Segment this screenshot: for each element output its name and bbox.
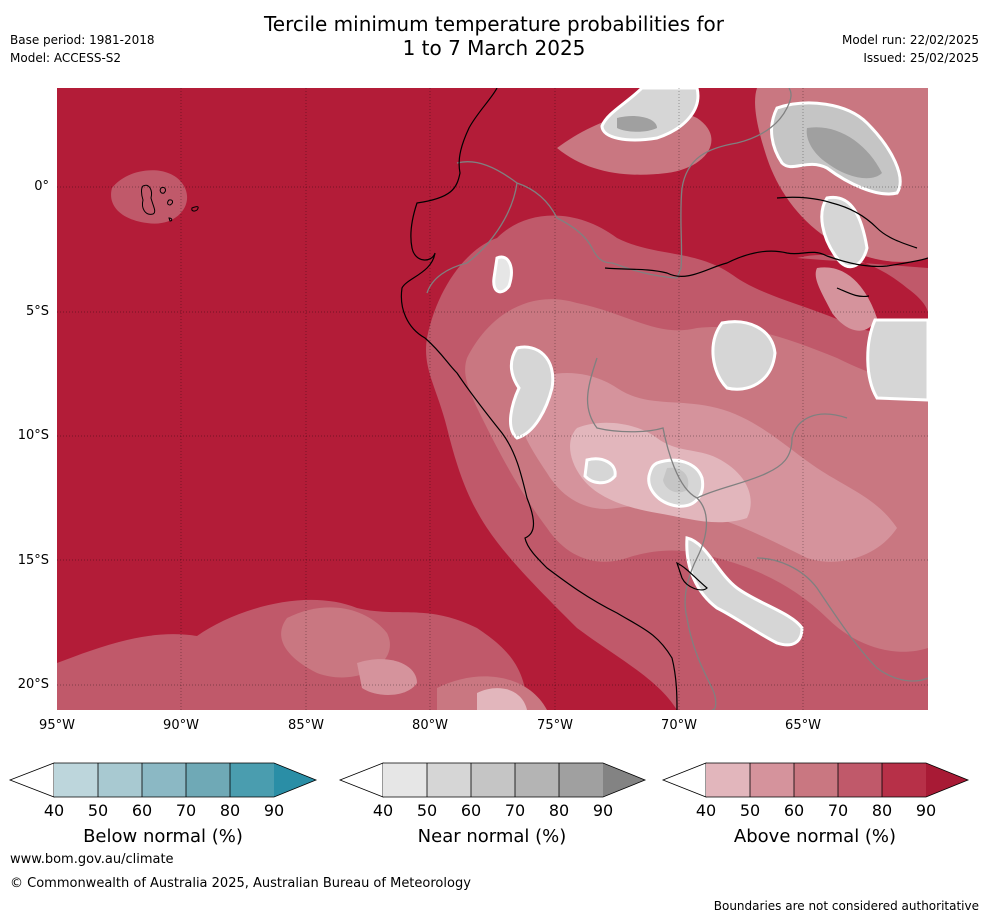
boundary-disclaimer: Boundaries are not considered authoritat… (713, 899, 979, 913)
cb-near-title: Near normal (%) (417, 826, 567, 847)
cb-below-swatch-80 (230, 763, 274, 797)
issued-date: Issued: 25/02/2025 (863, 51, 979, 65)
cb-below-swatch-60 (142, 763, 186, 797)
cb-above-swatch-70 (838, 763, 882, 797)
lon-label-95w: 95°W (39, 718, 75, 733)
cb-above-tick-50: 50 (739, 801, 761, 820)
lon-label-90w: 90°W (163, 718, 199, 733)
cb-above-tick-80: 80 (871, 801, 893, 820)
lat-label-10s: 10°S (17, 428, 49, 443)
probability-contours (57, 88, 928, 710)
lat-label-20s: 20°S (17, 677, 49, 692)
colorbar-below-normal (8, 762, 318, 798)
cb-below-tick-80: 80 (219, 801, 241, 820)
cb-near-tick-90: 90 (592, 801, 614, 820)
lat-label-0: 0° (34, 179, 49, 194)
lat-label-15s: 15°S (17, 553, 49, 568)
cb-above-tick-60: 60 (783, 801, 805, 820)
cb-above-swatch-80 (882, 763, 926, 797)
cb-near-swatch-80 (559, 763, 603, 797)
galapagos-islands (141, 184, 199, 222)
cb-near-swatch-70 (515, 763, 559, 797)
cb-above-swatch-50 (750, 763, 794, 797)
cb-below-tick-90: 90 (263, 801, 285, 820)
title-line-1: Tercile minimum temperature probabilitie… (263, 12, 725, 36)
lon-label-65w: 65°W (785, 718, 821, 733)
cb-near-swatch-60 (471, 763, 515, 797)
lon-label-75w: 75°W (537, 718, 573, 733)
cb-above-lower-extend (661, 762, 707, 798)
coastline (400, 88, 928, 710)
cb-below-swatch-50 (98, 763, 142, 797)
cb-near-lower-extend (338, 762, 384, 798)
cb-above-tick-90: 90 (915, 801, 937, 820)
cb-near-tick-70: 70 (504, 801, 526, 820)
colorbars (8, 762, 970, 798)
colorbar-above-normal (661, 762, 970, 798)
cb-near-upper-extend (603, 763, 645, 797)
model-run: Model run: 22/02/2025 (841, 33, 979, 47)
colorbar-near-normal (338, 762, 647, 798)
probability-map (57, 88, 928, 710)
cb-near-tick-60: 60 (460, 801, 482, 820)
cb-near-tick-50: 50 (416, 801, 438, 820)
title-line-2: 1 to 7 March 2025 (402, 36, 586, 60)
cb-below-swatch-70 (186, 763, 230, 797)
cb-below-title: Below normal (%) (83, 826, 243, 847)
map-title: Tercile minimum temperature probabilitie… (194, 12, 794, 60)
cb-below-tick-40: 40 (43, 801, 65, 820)
copyright-text: © Commonwealth of Australia 2025, Austra… (10, 876, 471, 891)
cb-above-swatch-40 (706, 763, 750, 797)
lon-label-80w: 80°W (412, 718, 448, 733)
cb-below-swatch-40 (54, 763, 98, 797)
cb-below-tick-60: 60 (131, 801, 153, 820)
cb-near-tick-40: 40 (372, 801, 394, 820)
cb-below-lower-extend (8, 762, 55, 798)
cb-above-upper-extend (926, 763, 968, 797)
lon-label-85w: 85°W (288, 718, 324, 733)
graticule (57, 88, 928, 710)
cb-below-tick-70: 70 (175, 801, 197, 820)
website-link[interactable]: www.bom.gov.au/climate (10, 852, 174, 867)
cb-below-tick-50: 50 (87, 801, 109, 820)
cb-above-tick-70: 70 (827, 801, 849, 820)
cb-near-swatch-40 (383, 763, 427, 797)
country-boundaries (426, 88, 928, 710)
cb-near-swatch-50 (427, 763, 471, 797)
cb-near-tick-80: 80 (548, 801, 570, 820)
lon-label-70w: 70°W (661, 718, 697, 733)
lat-label-5s: 5°S (25, 304, 49, 319)
cb-above-title: Above normal (%) (733, 826, 897, 847)
cb-above-tick-40: 40 (695, 801, 717, 820)
base-period: Base period: 1981-2018 (10, 33, 155, 47)
cb-above-swatch-60 (794, 763, 838, 797)
cb-below-upper-extend (274, 763, 316, 797)
model-name: Model: ACCESS-S2 (10, 51, 122, 65)
